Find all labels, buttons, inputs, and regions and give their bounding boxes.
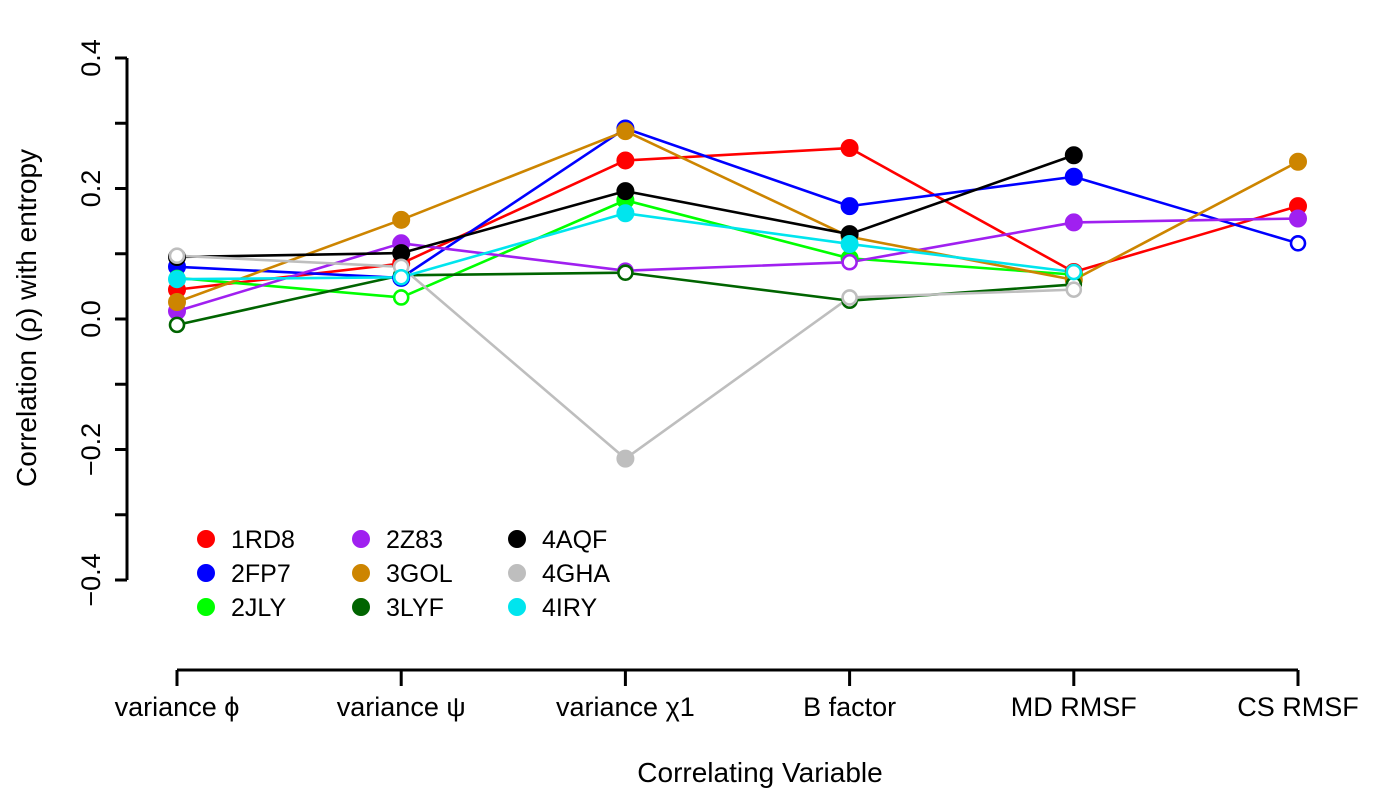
legend-label: 4IRY — [542, 594, 597, 622]
x-tick-label-cs-rmsf: CS RMSF — [1237, 692, 1359, 722]
legend-marker — [197, 598, 215, 616]
y-axis: −0.4 −0.2 0.0 0.2 0.4 — [76, 39, 129, 607]
x-tick-label-md-rmsf: MD RMSF — [1011, 692, 1137, 722]
data-point-3lyf-variance — [168, 316, 186, 334]
data-point-3gol-variance — [168, 293, 186, 312]
data-point-1rd8-b-factor — [840, 139, 859, 158]
y-tick-label: 0.0 — [76, 300, 106, 338]
data-point-4aqf-variance-1 — [616, 182, 635, 201]
x-axis: variance ϕ variance ψ variance χ1 B factor M… — [115, 668, 1359, 722]
y-tick-label: −0.4 — [76, 553, 106, 606]
data-point-4iry-variance — [392, 268, 410, 286]
series-3gol — [176, 129, 1299, 304]
legend-item-4aqf: 4AQF — [508, 526, 607, 554]
data-point-4gha-variance — [168, 247, 186, 265]
data-point-2fp7-b-factor — [840, 197, 859, 216]
legend-marker — [352, 598, 370, 616]
data-point-4iry-variance-1 — [616, 204, 635, 223]
y-tick-label: 0.4 — [76, 39, 106, 77]
legend-item-3lyf: 3LYF — [352, 594, 444, 622]
legend-item-4gha: 4GHA — [508, 560, 610, 588]
legend-item-3gol: 3GOL — [352, 560, 453, 588]
legend-item-4iry: 4IRY — [508, 594, 597, 622]
data-point-4aqf-md-rmsf — [1064, 146, 1083, 165]
legend-marker — [508, 564, 526, 582]
legend-marker — [197, 564, 215, 582]
series-4gha — [176, 254, 1074, 460]
data-point-2fp7-md-rmsf — [1064, 167, 1083, 186]
x-tick-label-variance: variance ψ — [337, 692, 466, 722]
series-line-3gol — [176, 129, 1299, 304]
legend-marker — [352, 530, 370, 548]
data-point-4gha-b-factor — [841, 289, 858, 306]
series-points-4iry — [168, 204, 1083, 289]
legend-label: 2JLY — [231, 594, 286, 622]
series-2fp7 — [176, 127, 1299, 280]
legend-marker — [508, 598, 526, 616]
data-point-2z83-cs-rmsf — [1289, 209, 1307, 228]
data-point-4iry-variance — [168, 270, 186, 289]
series-layer — [168, 119, 1307, 468]
data-point-3lyf-variance-1 — [617, 264, 634, 281]
data-point-4iry-md-rmsf — [1065, 263, 1083, 281]
legend-label: 2Z83 — [386, 526, 443, 554]
y-tick-label: −0.2 — [76, 423, 106, 476]
series-points-4gha — [168, 247, 1083, 468]
series-1rd8 — [176, 146, 1299, 291]
x-tick-label-variance: variance ϕ — [115, 692, 240, 722]
data-point-2z83-md-rmsf — [1064, 213, 1083, 232]
x-axis-label: Correlating Variable — [637, 757, 882, 788]
legend-marker — [508, 530, 526, 548]
legend-marker — [352, 564, 370, 582]
legend-label: 3GOL — [386, 560, 453, 588]
legend-item-2z83: 2Z83 — [352, 526, 443, 554]
legend-label: 4GHA — [542, 560, 610, 588]
series-line-1rd8 — [176, 146, 1299, 291]
legend-label: 4AQF — [542, 526, 607, 554]
legend-item-2fp7: 2FP7 — [197, 560, 291, 588]
series-points-3gol — [168, 122, 1307, 312]
data-point-2fp7-cs-rmsf — [1289, 235, 1307, 252]
data-point-4gha-md-rmsf — [1065, 281, 1083, 298]
data-point-4gha-variance-1 — [616, 449, 635, 468]
x-tick-label-b-factor: B factor — [803, 692, 896, 722]
data-point-1rd8-variance-1 — [616, 151, 635, 170]
legend-item-2jly: 2JLY — [197, 594, 286, 622]
legend-label: 2FP7 — [231, 560, 291, 588]
data-point-4iry-b-factor — [840, 234, 859, 253]
legend: 1RD8 2FP7 2JLY 2Z83 3GOL 3LYF 4AQF 4GHA 4IRY — [197, 526, 610, 622]
data-point-3gol-variance-1 — [616, 122, 635, 141]
data-point-2z83-b-factor — [841, 253, 858, 271]
series-line-4gha — [176, 254, 1074, 460]
legend-marker — [197, 530, 215, 548]
y-tick-label: 0.2 — [76, 170, 106, 208]
data-point-3gol-variance — [392, 210, 411, 229]
legend-label: 3LYF — [386, 594, 444, 622]
y-axis-label: Correlation (ρ) with entropy — [11, 149, 42, 487]
x-tick-label-variance-1: variance χ1 — [556, 692, 695, 722]
data-point-2jly-variance — [392, 289, 410, 306]
series-line-2fp7 — [176, 127, 1299, 280]
legend-label: 1RD8 — [231, 526, 295, 554]
legend-item-1rd8: 1RD8 — [197, 526, 295, 554]
data-point-3gol-cs-rmsf — [1289, 152, 1307, 171]
